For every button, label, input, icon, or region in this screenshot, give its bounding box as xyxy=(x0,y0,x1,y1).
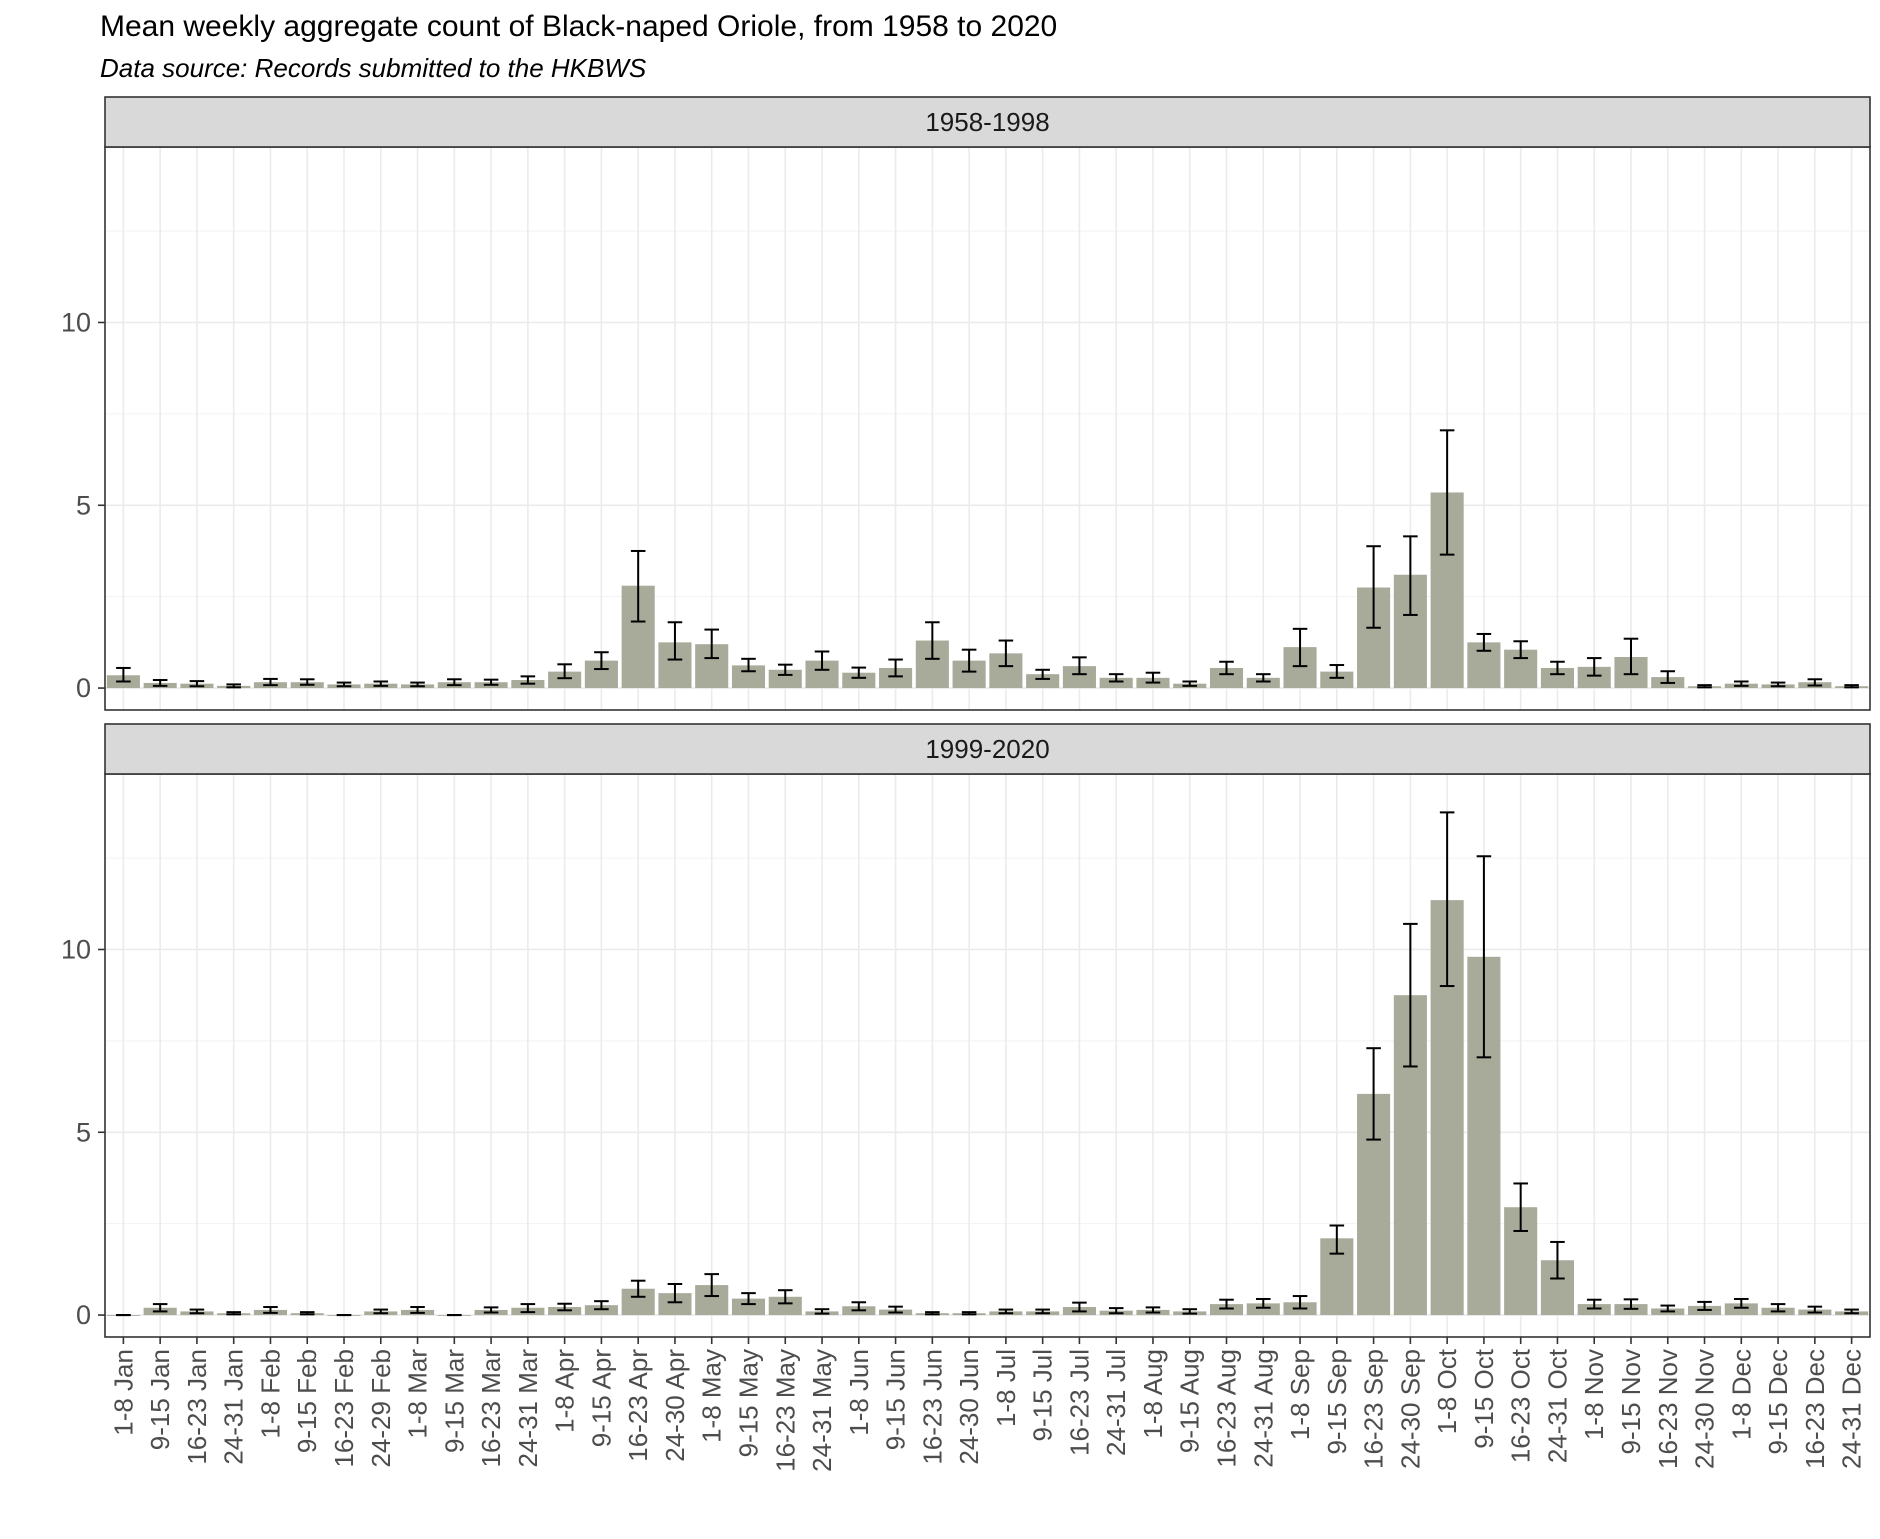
bar xyxy=(548,671,582,689)
bar xyxy=(1577,666,1611,689)
x-tick-label: 1-8 Apr xyxy=(550,1349,580,1433)
bar xyxy=(768,669,802,689)
x-tick-label: 16-23 Jun xyxy=(917,1349,947,1465)
x-tick-label: 9-15 Dec xyxy=(1763,1349,1793,1455)
x-tick-label: 1-8 Jun xyxy=(844,1349,874,1436)
x-tick-label: 16-23 Feb xyxy=(329,1349,359,1468)
x-tick-label: 24-31 Jan xyxy=(219,1349,249,1465)
x-tick-label: 24-31 Jul xyxy=(1101,1349,1131,1456)
bar xyxy=(1246,677,1280,689)
panel-background xyxy=(105,147,1870,710)
bar xyxy=(842,672,876,689)
x-tick-label: 1-8 Sep xyxy=(1285,1349,1315,1440)
x-tick-label: 9-15 Apr xyxy=(586,1349,616,1448)
x-tick-label: 1-8 Feb xyxy=(255,1349,285,1439)
x-tick-label: 16-23 Dec xyxy=(1800,1349,1830,1469)
bar xyxy=(768,1296,802,1316)
x-tick-label: 1-8 Jan xyxy=(108,1349,138,1436)
y-tick-label: 0 xyxy=(76,673,91,703)
bar xyxy=(1246,1303,1280,1316)
chart-title: Mean weekly aggregate count of Black-nap… xyxy=(100,10,1058,43)
x-tick-label: 9-15 Jul xyxy=(1028,1349,1058,1442)
x-tick-label: 16-23 Aug xyxy=(1212,1349,1242,1468)
panel-strip-label: 1958-1998 xyxy=(925,107,1049,137)
bar xyxy=(731,665,766,689)
x-tick-label: 1-8 Mar xyxy=(403,1349,433,1439)
bar xyxy=(1724,1303,1758,1316)
x-tick-label: 16-23 Sep xyxy=(1359,1349,1389,1469)
x-tick-label: 16-23 Jul xyxy=(1064,1349,1094,1456)
x-tick-label: 24-30 Jun xyxy=(954,1349,984,1465)
x-tick-label: 9-15 May xyxy=(733,1349,763,1457)
x-tick-label: 24-30 Apr xyxy=(660,1349,690,1462)
bar xyxy=(1062,666,1096,689)
x-tick-label: 24-31 Mar xyxy=(513,1349,543,1468)
chart-subtitle: Data source: Records submitted to the HK… xyxy=(100,53,647,83)
x-tick-label: 1-8 Aug xyxy=(1138,1349,1168,1439)
x-tick-label: 9-15 Jan xyxy=(145,1349,175,1450)
x-tick-label: 9-15 Sep xyxy=(1322,1349,1352,1455)
y-tick-label: 0 xyxy=(76,1300,91,1330)
x-tick-label: 1-8 Oct xyxy=(1432,1348,1462,1434)
x-tick-label: 24-31 Oct xyxy=(1542,1348,1572,1463)
x-tick-label: 9-15 Jun xyxy=(881,1349,911,1450)
x-tick-label: 9-15 Nov xyxy=(1616,1349,1646,1455)
y-tick-label: 5 xyxy=(76,490,91,520)
x-tick-label: 24-30 Sep xyxy=(1395,1349,1425,1469)
bar xyxy=(1209,667,1244,689)
x-tick-label: 9-15 Feb xyxy=(292,1349,322,1453)
bar xyxy=(1209,1304,1244,1316)
x-tick-label: 24-29 Feb xyxy=(366,1349,396,1468)
panel-strip xyxy=(104,96,1871,148)
bar xyxy=(879,667,913,689)
x-tick-label: 1-8 Nov xyxy=(1579,1349,1609,1440)
x-tick-label: 16-23 Oct xyxy=(1506,1348,1536,1463)
bar xyxy=(1099,677,1133,689)
panel-strip xyxy=(104,723,1871,775)
x-tick-label: 9-15 Mar xyxy=(439,1349,469,1453)
bar xyxy=(1320,671,1354,689)
bar xyxy=(658,1293,692,1316)
panel-background xyxy=(105,774,1870,1337)
y-tick-label: 10 xyxy=(61,307,91,337)
x-tick-label: 16-23 Apr xyxy=(623,1349,653,1462)
x-tick-label: 16-23 Nov xyxy=(1653,1349,1683,1469)
y-tick-label: 5 xyxy=(76,1117,91,1147)
x-tick-label: 16-23 May xyxy=(770,1349,800,1472)
x-tick-label: 24-31 May xyxy=(807,1349,837,1472)
x-tick-label: 24-30 Nov xyxy=(1690,1349,1720,1469)
y-tick-label: 10 xyxy=(61,934,91,964)
x-tick-label: 16-23 Mar xyxy=(476,1349,506,1468)
x-tick-label: 1-8 Dec xyxy=(1726,1349,1756,1440)
bar xyxy=(1577,1304,1611,1316)
bar xyxy=(1026,674,1060,689)
x-tick-label: 1-8 Jul xyxy=(991,1349,1021,1427)
x-tick-label: 24-31 Aug xyxy=(1248,1349,1278,1468)
bar xyxy=(1540,667,1574,689)
bar xyxy=(731,1298,766,1316)
x-tick-label: 24-31 Dec xyxy=(1837,1349,1867,1469)
x-tick-label: 9-15 Oct xyxy=(1469,1348,1499,1448)
panel-strip-label: 1999-2020 xyxy=(925,734,1049,764)
x-tick-label: 9-15 Aug xyxy=(1175,1349,1205,1453)
x-tick-label: 1-8 May xyxy=(697,1349,727,1443)
x-tick-label: 16-23 Jan xyxy=(182,1349,212,1465)
